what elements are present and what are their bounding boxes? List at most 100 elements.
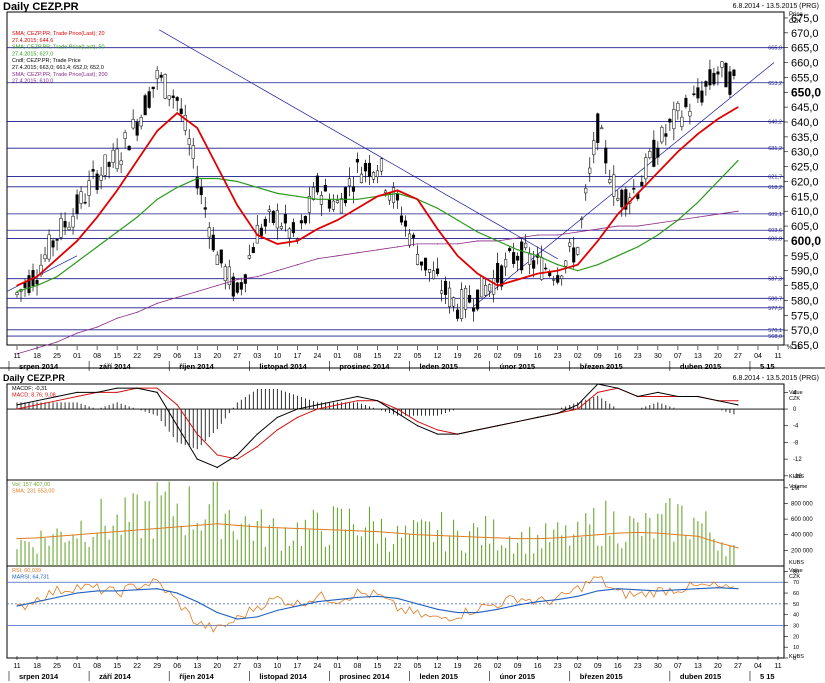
price-y-tick-label: 615,0: [791, 191, 819, 203]
marsi-line-point: [737, 588, 739, 590]
marsi-line-point: [256, 616, 258, 618]
price-x-tick-label: 08: [354, 353, 362, 360]
price-x-tick-label: 27: [233, 353, 241, 360]
sma50-line-point: [456, 219, 459, 221]
sma20-line-point: [456, 255, 459, 257]
candle-body: [167, 95, 171, 100]
price-y-tick-label: 605,0: [791, 221, 819, 233]
rsi-x-tick-label: 29: [153, 663, 161, 670]
candle-body: [215, 254, 219, 265]
support-line-label: 600,8: [768, 237, 782, 243]
candle-body: [492, 278, 496, 295]
support-line-label: 653,2: [768, 81, 782, 87]
price-x-tick-label: 02: [494, 353, 502, 360]
macd-signal-line-point: [16, 408, 18, 410]
volume-sma-line-point: [116, 531, 118, 533]
candle-body: [480, 275, 484, 298]
rsi-x-tick-label: 01: [334, 663, 342, 670]
sma20-line-point: [416, 198, 419, 200]
volume-sma-line-point: [737, 547, 739, 549]
volume-sma-line-point: [216, 523, 218, 525]
candle-body: [155, 70, 159, 80]
marsi-line-point: [136, 589, 138, 591]
rsi-x-tick-label: 01: [73, 663, 81, 670]
sma50-line-point: [196, 177, 198, 180]
price-x-tick-label: 15: [113, 353, 121, 360]
rsi-x-tick-label: 13: [193, 663, 201, 670]
candle-body: [151, 86, 155, 90]
macd-line-point: [677, 395, 679, 398]
sma200-line-point: [296, 264, 298, 266]
rsi-y-tick-label: 60: [793, 591, 799, 597]
volume-sma-line-point: [76, 534, 78, 536]
candle-body: [556, 275, 560, 283]
support-line-label: 603,6: [768, 228, 782, 234]
macd-y-tick-label: 4: [793, 390, 797, 396]
macd-line-point: [76, 391, 78, 393]
candle-body: [415, 253, 420, 265]
candle-body: [399, 215, 404, 223]
rsi-x-tick-label: 26: [474, 663, 482, 670]
macd-signal-line-point: [216, 454, 218, 456]
price-y-tick-label: 675,0: [791, 13, 819, 25]
price-y-tick-label: 580,0: [791, 295, 819, 307]
price-x-month-label: duben 2015: [680, 362, 721, 371]
candle-body: [672, 108, 676, 129]
candle-body: [131, 119, 135, 129]
macd-line-point: [116, 387, 118, 389]
macd-line-point: [56, 395, 58, 398]
macd-unit-label: CZK: [789, 396, 800, 402]
price-x-tick-label: 07: [674, 353, 682, 360]
candle-body: [544, 267, 548, 270]
sma20-line-point: [16, 284, 18, 287]
candle-body: [355, 158, 359, 163]
candle-body: [211, 234, 215, 251]
candle-body: [243, 274, 247, 284]
rsi-x-tick-label: 08: [354, 663, 362, 670]
marsi-line-point: [316, 601, 318, 603]
candle-body: [111, 149, 115, 163]
volume-sma-line-point: [96, 532, 98, 534]
candle-body: [263, 218, 267, 227]
price-x-tick-label: 22: [133, 353, 141, 360]
candle-body: [616, 198, 620, 201]
candle-body: [339, 198, 343, 214]
volume-sma-line-point: [557, 537, 559, 539]
price-y-tick-label: 630,0: [791, 147, 819, 159]
sma200-line-point: [116, 317, 118, 319]
macd-line-point: [16, 404, 18, 406]
candle-body: [303, 216, 307, 224]
marsi-line-point: [36, 601, 38, 603]
price-x-tick-label: 23: [634, 353, 642, 360]
candle-body: [564, 260, 568, 267]
macd-line: [16, 383, 739, 469]
sma20-line-point: [436, 228, 439, 230]
price-x-month-label: únor 2015: [500, 362, 535, 371]
macd-line-point: [336, 400, 339, 402]
candle-body: [676, 103, 680, 112]
price-x-month-label: září 2014: [99, 362, 132, 371]
candle-body: [460, 289, 464, 319]
sma50-line-point: [296, 195, 298, 197]
candle-body: [596, 113, 600, 143]
marsi-line-point: [56, 596, 58, 598]
candle-body: [283, 213, 287, 224]
price-legend-entry: Cndl; CEZP.PR; Trade Price: [12, 58, 81, 64]
macd-y-tick-label: -16: [793, 474, 802, 480]
candle-body: [99, 174, 103, 181]
sma50-line-point: [537, 255, 539, 257]
candle-body: [39, 264, 43, 276]
macd-line-point: [537, 416, 539, 418]
candle-body: [576, 247, 580, 255]
price-x-tick-label: 11: [13, 353, 20, 360]
sma20-line-point: [396, 189, 399, 191]
sma200-line-point: [617, 225, 619, 227]
candle-body: [35, 280, 39, 285]
volume-sma-line-point: [537, 538, 539, 540]
candle-body: [712, 72, 716, 85]
candle-body: [411, 234, 416, 238]
macd-corner-label: KUBS: [789, 474, 804, 480]
sma20-line-point: [737, 106, 739, 108]
price-y-tick-label: 590,0: [791, 266, 819, 278]
sma200-line-point: [196, 290, 198, 293]
